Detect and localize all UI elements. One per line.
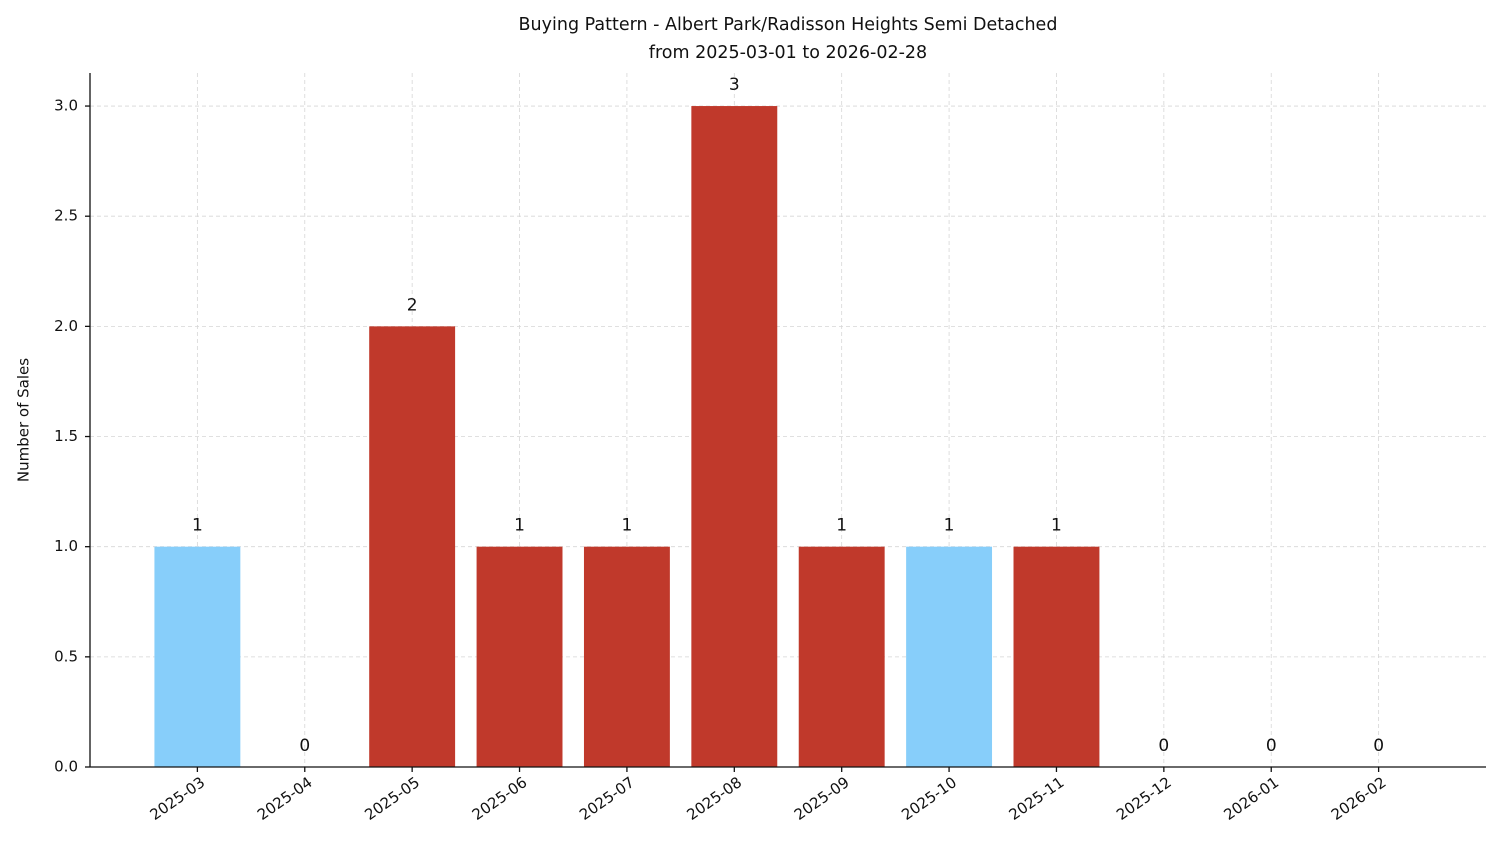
x-tick-label: 2026-01 (1220, 773, 1282, 824)
bar (583, 546, 670, 767)
bar (369, 326, 456, 767)
value-label: 1 (836, 516, 847, 536)
y-axis-label: Number of Sales (15, 358, 33, 482)
value-label: 3 (729, 75, 740, 95)
y-tick-label: 0.0 (54, 758, 78, 776)
x-tick-label: 2025-08 (684, 773, 746, 824)
bar (906, 546, 993, 767)
value-label: 1 (1051, 516, 1062, 536)
bar (154, 546, 241, 767)
y-tick-label: 0.5 (54, 647, 78, 665)
x-tick-label: 2025-09 (791, 773, 853, 824)
y-tick-label: 1.0 (54, 537, 78, 555)
x-tick-label: 2025-10 (898, 773, 960, 824)
value-label: 0 (299, 736, 310, 756)
value-label: 0 (1158, 736, 1169, 756)
value-label: 1 (944, 516, 955, 536)
value-label: 0 (1266, 736, 1277, 756)
x-tick-label: 2025-12 (1113, 773, 1175, 824)
y-tick-label: 2.0 (54, 317, 78, 335)
y-tick-label: 3.0 (54, 97, 78, 115)
x-tick-label: 2026-02 (1328, 773, 1390, 824)
x-tick-label: 2025-03 (147, 773, 209, 824)
x-tick-label: 2025-06 (469, 773, 531, 824)
value-label: 2 (407, 295, 418, 315)
bar (691, 106, 778, 768)
bar (476, 546, 563, 767)
value-label: 0 (1373, 736, 1384, 756)
y-tick-label: 2.5 (54, 207, 78, 225)
x-tick-label: 2025-04 (254, 773, 316, 824)
value-label: 1 (192, 516, 203, 536)
value-label: 1 (514, 516, 525, 536)
bar (798, 546, 885, 767)
x-tick-label: 2025-11 (1006, 773, 1068, 824)
y-tick-label: 1.5 (54, 427, 78, 445)
chart-subtitle: from 2025-03-01 to 2026-02-28 (649, 43, 927, 63)
chart-title: Buying Pattern - Albert Park/Radisson He… (519, 15, 1058, 35)
value-label: 1 (622, 516, 633, 536)
bar (1013, 546, 1100, 767)
x-tick-label: 2025-07 (576, 773, 638, 824)
x-tick-label: 2025-05 (361, 773, 423, 824)
